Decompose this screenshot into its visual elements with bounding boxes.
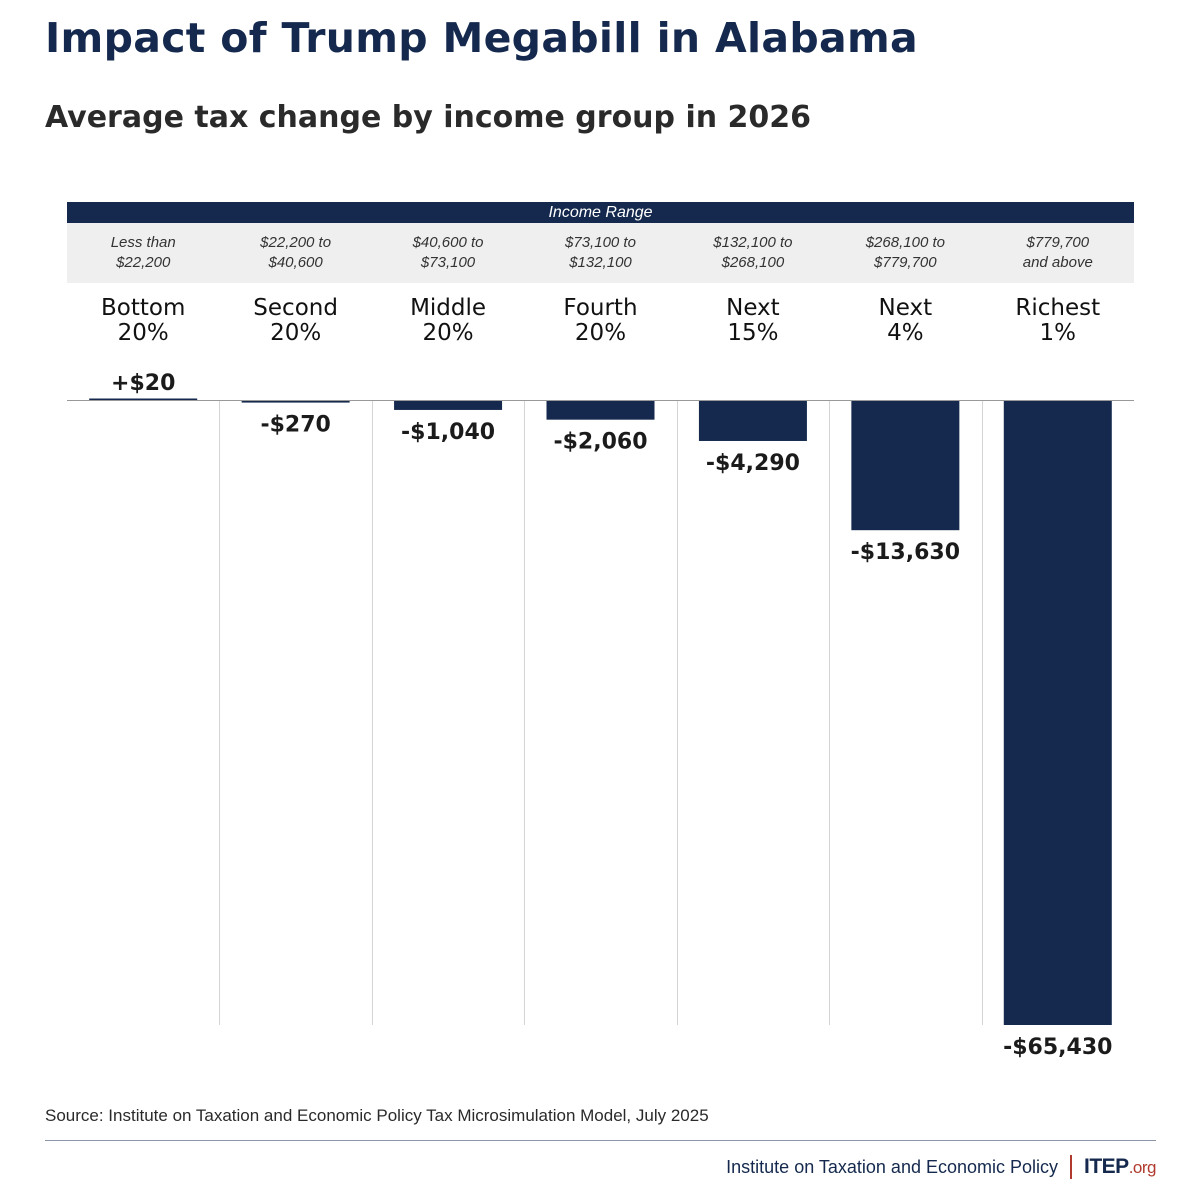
income-range-line2: and above bbox=[1022, 254, 1093, 271]
bar-2[interactable] bbox=[394, 400, 503, 410]
source-note: Source: Institute on Taxation and Econom… bbox=[45, 1106, 709, 1125]
value-label-3: -$2,060 bbox=[553, 430, 647, 455]
bar-0[interactable] bbox=[89, 398, 198, 401]
group-label-line2: 1% bbox=[1039, 320, 1077, 346]
bar-1[interactable] bbox=[241, 400, 350, 403]
group-label-line2: 4% bbox=[887, 320, 924, 346]
footer: Institute on Taxation and Economic Polic… bbox=[726, 1155, 1157, 1179]
value-label-2: -$1,040 bbox=[401, 420, 495, 445]
bar-4[interactable] bbox=[698, 400, 807, 441]
group-label-5: Next 4% bbox=[829, 296, 981, 346]
income-range-2: $40,600 to $73,100 bbox=[372, 223, 524, 283]
group-label-4: Next 15% bbox=[677, 296, 829, 346]
value-label-1: -$270 bbox=[260, 413, 330, 438]
group-label-line2: 15% bbox=[727, 320, 779, 346]
group-label-line1: Richest bbox=[1015, 295, 1101, 321]
footer-divider bbox=[45, 1140, 1156, 1141]
income-range-6: $779,700 and above bbox=[982, 223, 1134, 283]
group-label-line1: Next bbox=[878, 295, 933, 321]
income-range-line2: $132,100 bbox=[569, 254, 632, 271]
group-label-line1: Second bbox=[253, 295, 338, 321]
group-label-line1: Bottom bbox=[101, 295, 186, 321]
income-range-line1: $73,100 to bbox=[565, 234, 636, 251]
group-label-6: Richest 1% bbox=[982, 296, 1134, 346]
bar-3[interactable] bbox=[546, 400, 655, 420]
footer-org-name: Institute on Taxation and Economic Polic… bbox=[726, 1156, 1059, 1177]
itep-logo-main: ITEP bbox=[1084, 1155, 1129, 1178]
income-range-line1: $22,200 to bbox=[260, 234, 332, 251]
income-range-4: $132,100 to $268,100 bbox=[677, 223, 829, 283]
group-label-line1: Next bbox=[726, 295, 780, 321]
value-label-6: -$65,430 bbox=[1003, 1035, 1112, 1060]
income-range-5: $268,100 to $779,700 bbox=[829, 223, 981, 283]
group-label-2: Middle 20% bbox=[372, 296, 524, 346]
income-range-3: $73,100 to $132,100 bbox=[524, 223, 676, 283]
income-range-1: $22,200 to $40,600 bbox=[219, 223, 371, 283]
group-label-line1: Middle bbox=[410, 295, 487, 321]
income-range-row: Less than $22,200 $22,200 to $40,600 $40,600… bbox=[67, 223, 1134, 283]
value-label-5: -$13,630 bbox=[851, 540, 960, 565]
itep-logo[interactable]: ITEP.org bbox=[1084, 1155, 1156, 1179]
chart-subtitle: Average tax change by income group in 20… bbox=[45, 100, 812, 135]
income-range-line2: $22,200 bbox=[116, 254, 171, 271]
income-range-line2: $40,600 bbox=[268, 254, 323, 271]
income-range-line2: $73,100 bbox=[420, 254, 476, 271]
income-range-line2: $779,700 bbox=[874, 254, 937, 271]
income-range-line1: $132,100 to bbox=[713, 234, 793, 251]
bar-6[interactable] bbox=[1003, 400, 1112, 1025]
bar-5[interactable] bbox=[851, 400, 960, 531]
group-label-1: Second 20% bbox=[219, 296, 371, 346]
income-range-0: Less than $22,200 bbox=[67, 223, 219, 283]
value-label-4: -$4,290 bbox=[706, 451, 800, 476]
chart-title: Impact of Trump Megabill in Alabama bbox=[45, 14, 918, 62]
income-range-line2: $268,100 bbox=[721, 254, 785, 271]
value-label-0: +$20 bbox=[111, 371, 175, 396]
footer-separator bbox=[1070, 1155, 1073, 1179]
group-label-line2: 20% bbox=[422, 320, 474, 346]
group-label-line2: 20% bbox=[574, 320, 627, 346]
group-label-3: Fourth 20% bbox=[524, 296, 676, 346]
group-label-line2: 20% bbox=[270, 320, 322, 346]
income-range-header: Income Range bbox=[67, 202, 1134, 223]
income-range-line1: Less than bbox=[110, 234, 176, 251]
group-label-0: Bottom 20% bbox=[67, 296, 219, 346]
bar-chart: +$20 -$270 -$1,040 -$2,060 -$4,290 -$13,630 -$… bbox=[67, 371, 1134, 1060]
income-range-line1: $268,100 to bbox=[865, 234, 945, 251]
group-label-line1: Fourth bbox=[563, 295, 638, 321]
group-label-line2: 20% bbox=[117, 320, 169, 346]
itep-logo-suffix: .org bbox=[1128, 1158, 1157, 1177]
income-range-line1: $779,700 bbox=[1026, 234, 1090, 251]
income-range-line1: $40,600 to bbox=[412, 234, 484, 251]
